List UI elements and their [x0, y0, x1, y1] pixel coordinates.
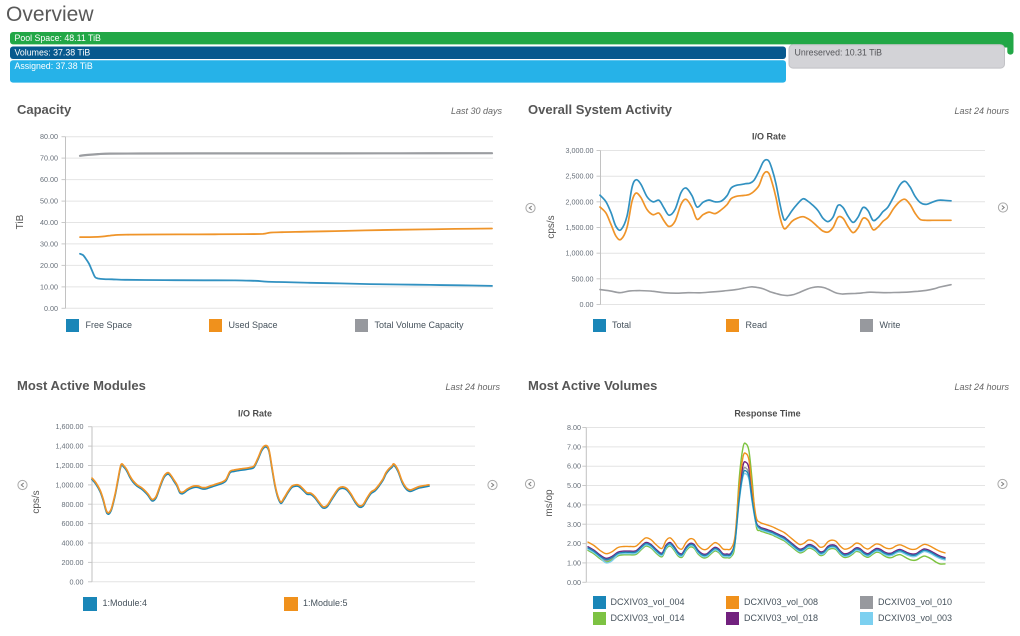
svg-text:cps/s: cps/s	[546, 215, 557, 238]
svg-text:4.00: 4.00	[567, 500, 581, 509]
svg-text:1,500.00: 1,500.00	[566, 223, 594, 232]
svg-text:Unreserved: 10.31 TiB: Unreserved: 10.31 TiB	[795, 48, 883, 58]
svg-text:30.00: 30.00	[40, 239, 58, 248]
svg-text:1,000.00: 1,000.00	[566, 249, 594, 258]
svg-text:20.00: 20.00	[40, 261, 58, 270]
svg-text:50.00: 50.00	[40, 197, 58, 206]
svg-text:3,000.00: 3,000.00	[566, 146, 594, 155]
svg-text:0.00: 0.00	[70, 577, 84, 586]
svg-text:10.00: 10.00	[40, 282, 58, 291]
svg-text:Pool Space: 48.11 TiB: Pool Space: 48.11 TiB	[15, 33, 102, 43]
svg-text:2.00: 2.00	[567, 539, 581, 548]
svg-text:0.00: 0.00	[44, 304, 58, 313]
svg-text:I/O Rate: I/O Rate	[238, 409, 272, 419]
svg-text:0.00: 0.00	[567, 578, 581, 587]
svg-text:TiB: TiB	[15, 214, 26, 229]
svg-text:40.00: 40.00	[40, 218, 58, 227]
svg-text:2,500.00: 2,500.00	[566, 172, 594, 181]
svg-text:5.00: 5.00	[567, 481, 581, 490]
svg-text:500.00: 500.00	[572, 274, 594, 283]
svg-text:70.00: 70.00	[40, 154, 58, 163]
svg-text:6.00: 6.00	[567, 462, 581, 471]
svg-text:1,000.00: 1,000.00	[56, 480, 84, 489]
svg-text:60.00: 60.00	[40, 175, 58, 184]
svg-text:800.00: 800.00	[62, 500, 84, 509]
svg-text:8.00: 8.00	[567, 423, 581, 432]
svg-text:80.00: 80.00	[40, 132, 58, 141]
svg-text:ms/op: ms/op	[544, 489, 555, 517]
svg-text:7.00: 7.00	[567, 442, 581, 451]
svg-text:1,600.00: 1,600.00	[56, 422, 84, 431]
svg-text:3.00: 3.00	[567, 520, 581, 529]
svg-text:1,200.00: 1,200.00	[56, 461, 84, 470]
svg-text:Response Time: Response Time	[734, 409, 800, 419]
svg-text:Volumes: 37.38 TiB: Volumes: 37.38 TiB	[15, 48, 91, 58]
svg-text:2,000.00: 2,000.00	[566, 197, 594, 206]
svg-text:1,400.00: 1,400.00	[56, 442, 84, 451]
svg-text:200.00: 200.00	[62, 558, 84, 567]
svg-text:cps/s: cps/s	[31, 490, 42, 513]
svg-text:Assigned: 37.38 TiB: Assigned: 37.38 TiB	[15, 61, 93, 71]
svg-text:I/O Rate: I/O Rate	[752, 132, 786, 142]
svg-text:0.00: 0.00	[580, 300, 594, 309]
svg-text:600.00: 600.00	[62, 519, 84, 528]
svg-text:400.00: 400.00	[62, 539, 84, 548]
svg-text:1.00: 1.00	[567, 558, 581, 567]
